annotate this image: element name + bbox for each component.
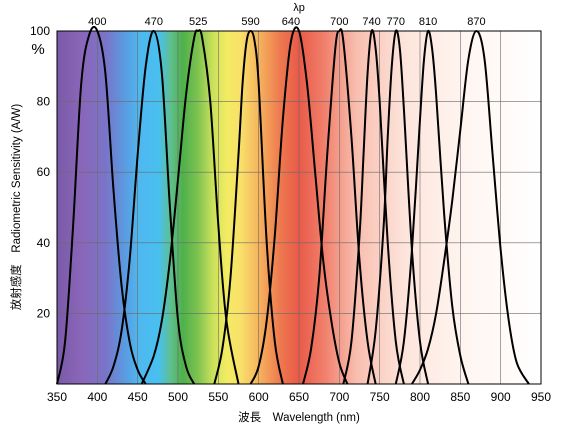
x-tick-label: 350 [47, 390, 67, 404]
peak-label-640: 640 [282, 16, 300, 28]
peak-label-870: 870 [467, 16, 485, 28]
x-tick-label: 900 [491, 390, 511, 404]
peak-label-740: 740 [362, 16, 380, 28]
x-tick-label: 650 [289, 390, 309, 404]
peak-label-525: 525 [189, 16, 207, 28]
x-tick-label: 800 [410, 390, 430, 404]
curve-525 [140, 29, 240, 385]
x-tick-label: 500 [168, 390, 188, 404]
peak-label-810: 810 [419, 16, 437, 28]
y-unit-label: % [31, 41, 44, 58]
x-tick-label: 400 [87, 390, 107, 404]
x-tick-label: 450 [128, 390, 148, 404]
peak-label-470: 470 [145, 16, 163, 28]
x-tick-label: 950 [531, 390, 551, 404]
y-tick-label: 80 [37, 95, 51, 109]
y-tick-label: 60 [37, 165, 51, 179]
x-tick-label: 850 [450, 390, 470, 404]
peak-label-590: 590 [241, 16, 259, 28]
y-tick-label: 40 [37, 236, 51, 250]
x-tick-labels: 350 400 450 500 550 600 650 700 750 800 850 900 950 [47, 390, 551, 404]
x-axis-title: 波長 Wavelength (nm) [238, 411, 360, 424]
peak-label-400: 400 [88, 16, 106, 28]
curve-590 [213, 30, 284, 385]
x-tick-label: 750 [370, 390, 390, 404]
peak-labels: 400 470 525 590 640 700 740 770 810 870 [88, 16, 485, 28]
plot-frame [56, 30, 542, 385]
curve-400 [56, 25, 147, 385]
peak-label-770: 770 [387, 16, 405, 28]
peak-label-700: 700 [330, 16, 348, 28]
x-tick-label: 600 [249, 390, 269, 404]
curve-470 [104, 29, 196, 385]
curve-870 [411, 30, 530, 385]
x-tick-label: 700 [329, 390, 349, 404]
y-tick-labels: 20 40 60 80 100 [30, 24, 50, 320]
curve-810 [394, 29, 470, 385]
y-axis-title: 放射感度 Radiometric Sensitivity (A/W) [9, 104, 23, 311]
y-tick-label: 100 [30, 24, 50, 38]
x-tick-label: 550 [208, 390, 228, 404]
peak-header: λp [293, 2, 305, 14]
y-tick-label: 20 [37, 306, 51, 320]
